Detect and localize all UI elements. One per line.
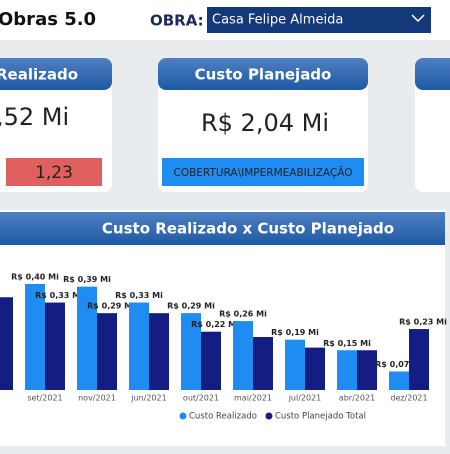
title: Obras 5.0 [0,9,96,30]
x-tick-label: jul/2021 [288,394,322,403]
bar [181,313,201,390]
bar [337,350,357,390]
card-badge-text: COBERTURA\IMPERMEABILIZAÇÃO [174,166,353,179]
dropdown-value: Casa Felipe Almeida [212,13,343,28]
data-label: R$ 0,19 Mi [271,328,319,337]
card-value: ,52 Mi [0,103,69,131]
card-header [415,58,450,90]
data-label: R$ 0,15 Mi [323,339,371,348]
x-tick-label: set/2021 [27,394,62,403]
bar [149,313,169,390]
chart-title: Custo Realizado x Custo Planejado [102,220,394,238]
bar [357,350,377,390]
data-label: R$ 0,29 Mi [87,302,135,311]
filter-label: OBRA: [150,12,204,30]
x-tick-label: mai/2021 [234,394,272,403]
card-title: Realizado [0,66,78,84]
card-badge [6,158,102,186]
bar [201,331,221,390]
data-label: R$ 0,23 Mi [399,318,447,327]
legend-marker [179,412,187,420]
card-badge-text: 1,23 [35,163,73,183]
legend-marker [265,412,273,420]
x-tick-label: nov/2021 [78,394,116,403]
card-header [158,58,368,90]
x-tick-label: jun/2021 [130,394,166,403]
data-label: R$ 0,22 Mi [191,320,239,329]
dropdown[interactable] [207,7,431,33]
bar [129,302,149,390]
card-value: R$ 2,04 Mi [201,109,329,137]
card-header [0,58,112,90]
bar [253,337,273,390]
data-label: R$ 0,40 Mi [11,273,59,282]
bar [77,286,97,390]
bar [233,321,253,390]
data-label: R$ 0,33 Mi [35,291,83,300]
data-label: R$ 0,39 Mi [63,275,111,284]
bar [25,284,45,390]
chart-panel [0,210,445,446]
card-title: Custo Planejado [195,66,332,84]
bar [389,371,409,390]
data-label: R$ 0,33 Mi [115,291,163,300]
data-label: R$ 0,07 Mi [375,360,423,369]
chart-header [0,212,445,245]
legend-label: Custo Realizado [189,412,257,422]
x-tick-label: out/2021 [183,394,219,403]
data-label: R$ 0,29 Mi [167,302,215,311]
bar [97,313,117,390]
x-tick-label: dez/2021 [390,394,427,403]
x-tick-label: abr/2021 [339,394,375,403]
data-label: R$ 0,26 Mi [219,310,267,319]
dropdown-arrow [411,14,425,23]
bar [45,302,65,390]
bar [409,329,429,390]
card [415,58,450,192]
bar [285,339,305,390]
card-badge [162,158,364,186]
bar [305,347,325,390]
legend-label: Custo Planejado Total [275,412,366,422]
bar [0,297,13,390]
